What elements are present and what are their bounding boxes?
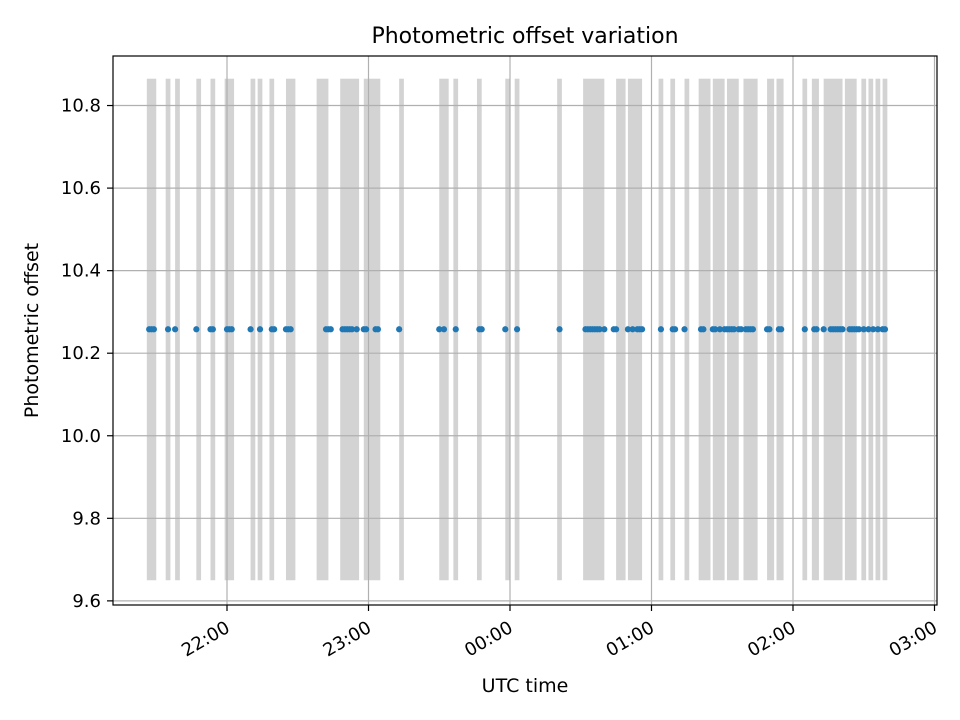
y-tick-label: 10.0 <box>61 426 101 447</box>
data-point <box>478 326 485 333</box>
data-point <box>749 326 757 333</box>
data-point <box>700 326 707 333</box>
chart-title: Photometric offset variation <box>371 24 678 49</box>
data-point <box>271 326 278 333</box>
data-point <box>193 326 200 333</box>
data-point <box>287 326 294 333</box>
data-point <box>513 326 521 333</box>
data-point <box>348 326 356 333</box>
data-point <box>881 326 889 333</box>
data-point <box>396 326 403 333</box>
data-point <box>865 326 872 333</box>
data-point <box>327 326 334 333</box>
data-point <box>738 326 745 333</box>
data-point <box>638 326 646 333</box>
y-tick-label: 10.8 <box>61 96 101 117</box>
data-point <box>870 326 877 333</box>
data-point <box>613 326 620 333</box>
shaded-interval <box>616 78 626 581</box>
plot-frame <box>112 55 938 606</box>
data-point <box>874 326 882 333</box>
data-point <box>363 326 370 333</box>
x-axis-label: UTC time <box>482 675 569 697</box>
data-point <box>601 326 608 333</box>
data-point <box>247 326 254 333</box>
data-point <box>228 326 235 333</box>
data-point <box>556 326 563 333</box>
data-point <box>766 326 773 333</box>
data-point <box>839 326 846 333</box>
data-point <box>855 326 863 333</box>
data-point <box>820 326 827 333</box>
y-tick-label: 10.2 <box>61 343 101 364</box>
y-axis-label: Photometric offset <box>21 243 43 418</box>
data-point <box>657 326 665 333</box>
data-point <box>256 326 264 333</box>
data-point <box>150 326 157 333</box>
data-point <box>353 326 360 333</box>
data-point <box>164 326 172 333</box>
data-point <box>436 326 443 333</box>
y-axis-ticks: 9.6 9.8 10.0 10.2 10.4 10.6 10.8 <box>61 96 113 612</box>
y-tick-label: 10.4 <box>61 261 101 282</box>
data-point <box>624 326 632 333</box>
data-point <box>452 326 459 333</box>
data-point <box>629 326 636 333</box>
data-point <box>860 326 867 333</box>
data-point <box>671 326 679 333</box>
data-point <box>712 326 719 333</box>
data-point <box>681 326 688 333</box>
data-point <box>440 326 448 333</box>
data-point <box>374 326 382 333</box>
data-point <box>801 326 808 333</box>
y-tick-label: 9.8 <box>72 508 101 529</box>
data-point <box>778 326 785 333</box>
data-points <box>146 326 889 333</box>
data-point <box>502 326 509 333</box>
data-point <box>716 326 723 333</box>
grid-lines <box>113 56 937 605</box>
data-point <box>813 326 820 333</box>
data-point <box>209 326 216 333</box>
data-point <box>172 326 179 333</box>
y-tick-label: 9.6 <box>72 591 101 612</box>
data-point <box>596 326 603 333</box>
data-point <box>730 326 738 333</box>
shaded-interval <box>316 78 329 581</box>
y-tick-label: 10.6 <box>61 178 101 199</box>
